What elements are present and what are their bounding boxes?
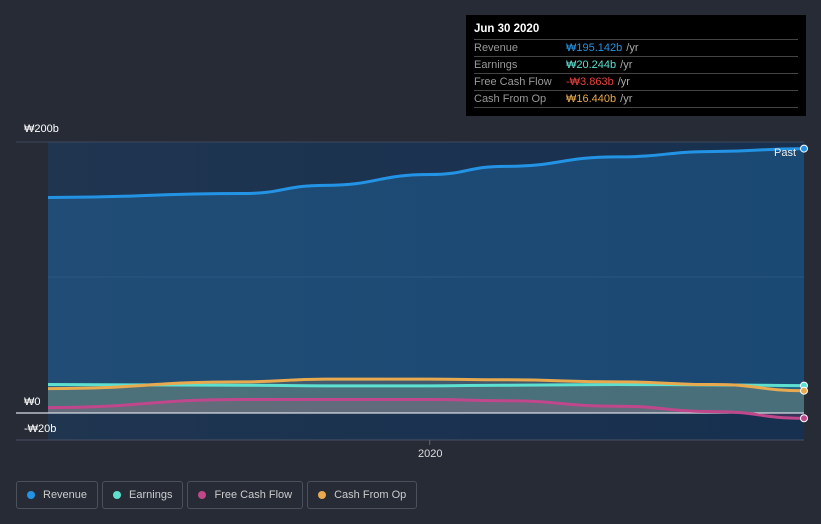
tooltip-row-cfo: Cash From Op ₩16.440b/yr [474,91,798,108]
tooltip-row-fcf: Free Cash Flow -₩3.863b/yr [474,74,798,91]
free-cash-flow-line [47,397,805,420]
tooltip-label: Free Cash Flow [474,76,552,88]
tooltip-suffix: /yr [626,42,639,54]
past-label: Past [774,147,797,159]
cash-from-op-end-point [800,386,808,395]
legend-label: Cash From Op [334,489,407,501]
y-tick-200: ₩200b [24,123,59,135]
tooltip-suffix: /yr [617,76,630,88]
legend-fcf[interactable]: Free Cash Flow [187,481,304,509]
tooltip-date: Jun 30 2020 [474,23,798,40]
tooltip-label: Revenue [474,42,519,54]
legend-label: Earnings [129,489,173,501]
tooltip-row-earnings: Earnings ₩20.244b/yr [474,57,798,74]
x-tick-2020: 2020 [418,448,443,460]
earnings-dot-icon [113,491,122,499]
legend-label: Revenue [43,489,88,501]
fcf-dot-icon [198,491,207,499]
cash-from-op-line [47,377,805,393]
free-cash-flow-area [48,399,804,419]
legend-label: Free Cash Flow [214,489,293,501]
legend-revenue[interactable]: Revenue [16,481,99,509]
y-tick-neg20: -₩20b [24,423,57,435]
legend-earnings[interactable]: Earnings [102,481,184,509]
tooltip-label: Earnings [474,59,518,71]
tooltip-value: ₩195.142b [566,42,623,54]
plot-background [48,142,804,440]
legend: Revenue Earnings Free Cash Flow Cash Fro… [16,481,418,509]
tooltip-suffix: /yr [620,59,633,71]
tooltip-row-revenue: Revenue ₩195.142b/yr [474,40,798,57]
tooltip-label: Cash From Op [474,93,547,105]
tooltip-value: -₩3.863b [566,76,614,88]
revenue-area [48,148,804,414]
revenue-dot-icon [27,491,35,499]
tooltip: Jun 30 2020 Revenue ₩195.142b/yr Earnings… [466,15,806,116]
free-cash-flow-end-point [800,414,808,423]
tooltip-value: ₩16.440b [566,93,617,105]
revenue-end-point [800,144,808,153]
legend-cfo[interactable]: Cash From Op [307,481,418,509]
cash-from-op-area [48,379,804,413]
tooltip-value: ₩20.244b [566,59,617,71]
tooltip-suffix: /yr [620,93,633,105]
y-tick-0: ₩0 [24,396,41,408]
cfo-dot-icon [318,491,327,499]
revenue-line [47,147,805,200]
